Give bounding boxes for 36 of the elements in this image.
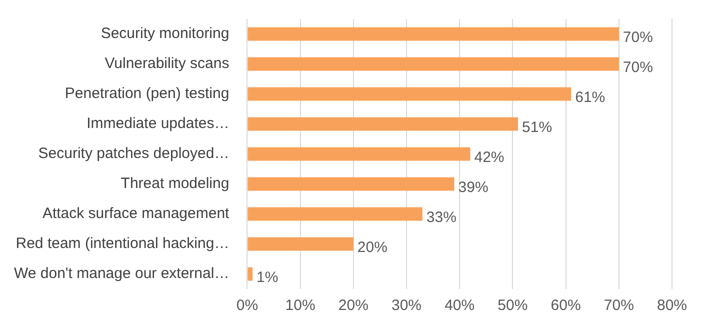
x-tick-label: 40% — [444, 297, 475, 314]
data-label: 70% — [622, 29, 653, 46]
data-label: 61% — [575, 89, 606, 106]
x-tick-label: 80% — [656, 297, 688, 314]
data-label: 51% — [522, 119, 552, 136]
data-label: 1% — [256, 269, 278, 286]
y-tick-label: Security patches deployed… — [38, 145, 230, 162]
bar — [248, 207, 422, 221]
bar — [248, 57, 619, 71]
bar — [248, 87, 572, 101]
bar — [248, 237, 354, 251]
data-label: 33% — [426, 209, 456, 226]
data-label: 20% — [357, 239, 388, 256]
y-tick-label: Vulnerability scans — [104, 55, 230, 72]
y-tick-label: Threat modeling — [120, 175, 230, 192]
x-tick-label: 60% — [550, 297, 581, 314]
bar — [248, 27, 619, 41]
y-tick-label: Attack surface management — [42, 205, 230, 222]
y-tick-label: Red team (intentional hacking… — [16, 235, 230, 252]
bar — [248, 267, 253, 281]
bar — [248, 147, 470, 161]
y-tick-label: Penetration (pen) testing — [64, 85, 230, 102]
data-label: 39% — [458, 179, 488, 196]
y-tick-label: We don't manage our external… — [14, 265, 230, 282]
bar — [248, 177, 454, 191]
bar — [248, 117, 518, 131]
x-tick-label: 0% — [236, 297, 258, 314]
y-tick-label: Immediate updates… — [86, 115, 230, 132]
x-tick-label: 20% — [338, 297, 368, 314]
x-tick-label: 50% — [498, 297, 528, 314]
data-label: 70% — [622, 59, 653, 76]
y-tick-label: Security monitoring — [100, 25, 230, 42]
x-tick-label: 10% — [285, 297, 316, 314]
data-label: 42% — [474, 149, 504, 166]
x-tick-label: 70% — [604, 297, 634, 314]
x-tick-label: 30% — [391, 297, 422, 314]
